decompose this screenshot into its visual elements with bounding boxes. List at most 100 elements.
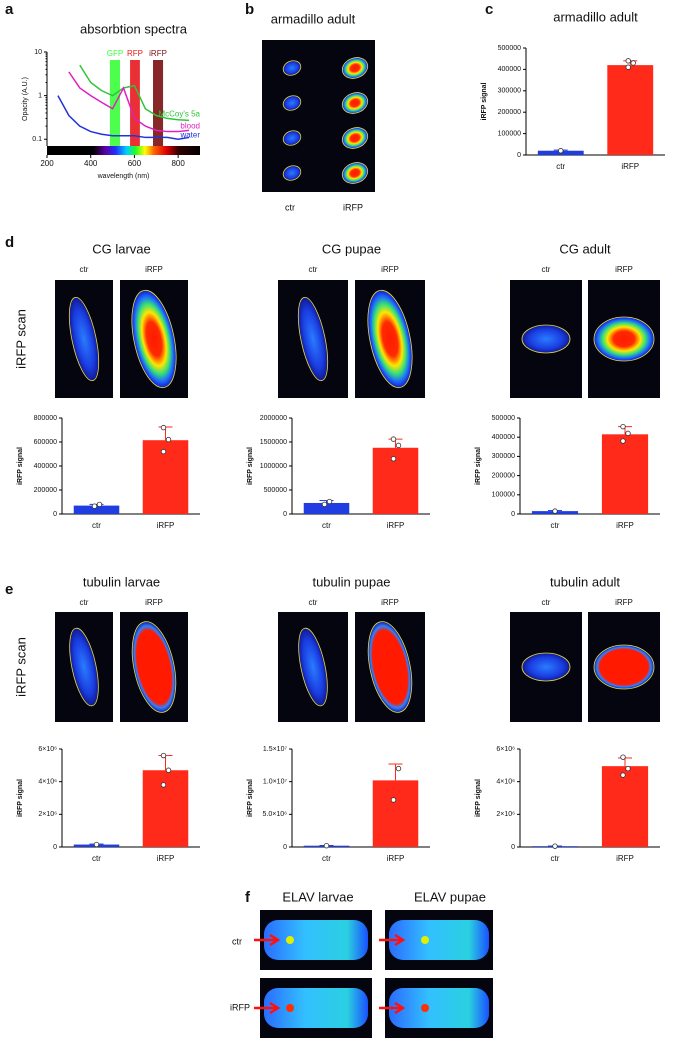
signal: [282, 165, 302, 181]
y-tick-label: 600000: [34, 439, 57, 446]
y-tick-label: 200000: [498, 109, 521, 116]
signal: [593, 316, 655, 362]
x-tick-label: iRFP: [387, 521, 405, 530]
data-point: [552, 843, 558, 849]
x-tick-label: 600: [128, 159, 142, 168]
panel-label: c: [485, 1, 493, 18]
x-tick-label: 800: [171, 159, 185, 168]
y-tick-label: 400000: [34, 463, 57, 470]
y-tick-label: 0: [517, 152, 521, 159]
band: [153, 60, 164, 146]
y-tick-label: 200000: [34, 487, 57, 494]
series-line: [68, 71, 190, 133]
data-point: [620, 772, 626, 778]
y-tick-label: 200000: [492, 472, 515, 479]
y-axis-label: iRFP signal: [475, 447, 482, 485]
data-point: [165, 436, 172, 443]
spectrum-bar: [47, 146, 200, 155]
y-tick-label: 4×10⁶: [496, 779, 515, 786]
image-title: tubulin adult: [550, 574, 620, 589]
panel-label: b: [245, 1, 254, 18]
panel-label: e: [5, 581, 13, 598]
y-tick-label: 6×10⁶: [496, 746, 515, 753]
image-label: iRFP: [343, 202, 363, 212]
bar: [601, 434, 649, 514]
image-title: ELAV larvae: [282, 889, 353, 904]
image-label: iRFP: [145, 265, 163, 274]
arrow: [254, 1001, 281, 1015]
x-tick-label: iRFP: [157, 521, 175, 530]
data-point: [625, 430, 631, 437]
y-tick-label: 2×10⁶: [38, 811, 57, 818]
series-label: McCoy's 5a: [158, 110, 200, 119]
y-tick-label: 300000: [498, 88, 521, 95]
image-label: ctr: [285, 202, 295, 212]
image-label: iRFP: [615, 265, 633, 274]
y-tick-label: 6×10⁶: [38, 746, 57, 753]
data-point: [160, 752, 167, 759]
y-axis-label: iRFP signal: [475, 779, 482, 817]
x-tick-label: ctr: [556, 162, 565, 171]
x-tick-label: 200: [40, 159, 54, 168]
data-point: [620, 754, 626, 760]
data-point: [160, 782, 167, 788]
y-tick-label: 500000: [492, 415, 515, 422]
hotspot: [421, 1004, 429, 1012]
image-label: ctr: [309, 265, 318, 274]
hotspot: [286, 1004, 294, 1012]
x-tick-label: iRFP: [616, 854, 634, 863]
chart-title: absorbtion spectra: [80, 21, 188, 36]
data-point: [321, 501, 328, 508]
signal: [521, 652, 571, 682]
data-point: [625, 64, 631, 70]
x-tick-label: iRFP: [387, 854, 405, 863]
arrow: [254, 933, 281, 947]
signal: [341, 162, 369, 184]
signal: [389, 920, 489, 960]
data-point: [620, 423, 626, 430]
panel-label: a: [5, 1, 14, 18]
series-label: blood: [180, 121, 200, 130]
image-label: ctr: [80, 265, 89, 274]
y-axis-label: iRFP signal: [247, 779, 254, 817]
band-label: RFP: [127, 49, 143, 58]
image-title: armadillo adult: [271, 11, 356, 26]
image-title: CG pupae: [322, 241, 381, 256]
y-tick-label: 500000: [264, 487, 287, 494]
hotspot: [286, 936, 294, 944]
side-label: iRFP scan: [13, 309, 28, 369]
panel-label: f: [245, 889, 251, 906]
data-point: [620, 438, 626, 444]
signal: [68, 296, 100, 382]
y-tick-label: 0.1: [32, 136, 42, 143]
bar: [372, 780, 419, 847]
y-tick-label: 400000: [492, 434, 515, 441]
signal: [69, 627, 99, 707]
arrow: [379, 933, 406, 947]
data-point: [323, 842, 330, 849]
x-tick-label: ctr: [551, 521, 560, 530]
signal: [367, 289, 413, 389]
y-axis-label: iRFP signal: [17, 447, 24, 485]
hotspot: [421, 936, 429, 944]
image-label: ctr: [80, 598, 89, 607]
image-title: tubulin larvae: [83, 574, 160, 589]
signal: [297, 296, 329, 382]
image-label: ctr: [542, 598, 551, 607]
y-tick-label: 300000: [492, 453, 515, 460]
data-point: [625, 765, 631, 772]
bar: [73, 505, 120, 514]
y-tick-label: 5.0×10⁶: [263, 811, 288, 818]
series-line: [57, 95, 190, 141]
arrow: [379, 1001, 406, 1015]
bar: [303, 502, 350, 514]
data-point: [390, 456, 397, 462]
y-tick-label: 800000: [34, 415, 57, 422]
data-point: [93, 841, 100, 848]
image-label: iRFP: [145, 598, 163, 607]
y-axis-label: Opacity (A.U.): [22, 77, 29, 121]
row-label: ctr: [232, 936, 242, 946]
y-tick-label: 0: [511, 511, 515, 518]
series-line: [79, 64, 190, 122]
